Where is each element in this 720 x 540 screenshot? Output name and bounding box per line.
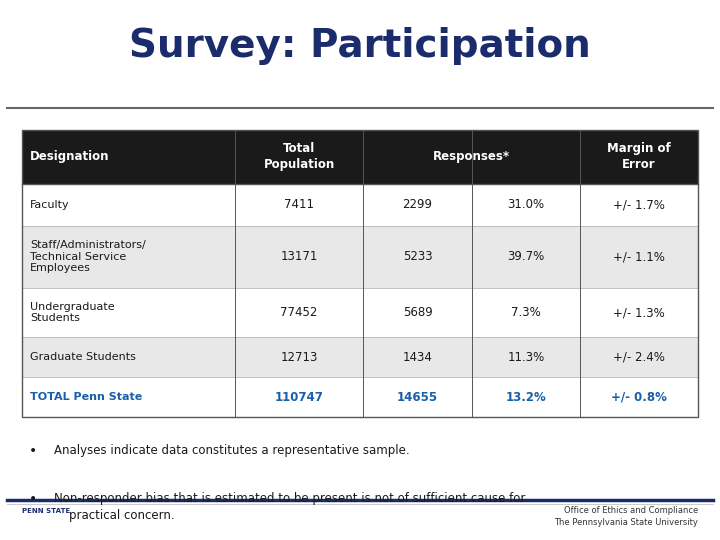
Text: 11.3%: 11.3% [507,351,544,364]
Text: Staff/Administrators/
Technical Service
Employees: Staff/Administrators/ Technical Service … [30,240,146,273]
Text: 7.3%: 7.3% [511,306,541,319]
Text: Survey: Participation: Survey: Participation [129,27,591,65]
Text: 13171: 13171 [280,250,318,264]
Text: 2299: 2299 [402,198,433,211]
Text: +/- 1.1%: +/- 1.1% [613,250,665,264]
Text: Non-responder bias that is estimated to be present is not of sufficient cause fo: Non-responder bias that is estimated to … [54,492,526,522]
Text: Total
Population: Total Population [264,142,335,171]
Text: PENN STATE: PENN STATE [22,508,70,514]
Text: 31.0%: 31.0% [508,198,544,211]
Text: 7411: 7411 [284,198,314,211]
Text: 14655: 14655 [397,391,438,404]
Text: 77452: 77452 [280,306,318,319]
Text: 13.2%: 13.2% [505,391,546,404]
Text: 1434: 1434 [402,351,433,364]
Text: TOTAL Penn State: TOTAL Penn State [30,393,143,402]
Text: Undergraduate
Students: Undergraduate Students [30,302,115,323]
FancyBboxPatch shape [22,338,698,377]
Text: Designation: Designation [30,150,109,163]
Text: •: • [29,444,37,458]
Text: 5689: 5689 [402,306,433,319]
FancyBboxPatch shape [22,288,698,338]
Text: Responses*: Responses* [433,150,510,163]
Text: Graduate Students: Graduate Students [30,353,136,362]
Text: Office of Ethics and Compliance
The Pennsylvania State University: Office of Ethics and Compliance The Penn… [554,506,698,528]
FancyBboxPatch shape [22,377,698,417]
Text: +/- 2.4%: +/- 2.4% [613,351,665,364]
Text: •: • [29,492,37,506]
Text: 39.7%: 39.7% [507,250,544,264]
Text: 110747: 110747 [274,391,323,404]
Text: 5233: 5233 [402,250,432,264]
FancyBboxPatch shape [22,226,698,288]
Text: 12713: 12713 [280,351,318,364]
Text: Margin of
Error: Margin of Error [607,142,671,171]
Text: Analyses indicate data constitutes a representative sample.: Analyses indicate data constitutes a rep… [54,444,410,457]
Text: +/- 0.8%: +/- 0.8% [611,391,667,404]
Text: +/- 1.3%: +/- 1.3% [613,306,665,319]
FancyBboxPatch shape [22,184,698,226]
Text: Faculty: Faculty [30,200,70,210]
Text: +/- 1.7%: +/- 1.7% [613,198,665,211]
FancyBboxPatch shape [22,130,698,184]
